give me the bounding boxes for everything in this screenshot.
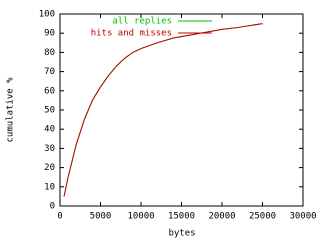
x-tick-label: 20000 [208,212,235,222]
x-axis-label: bytes [168,229,195,239]
y-tick-label: 20 [44,163,55,173]
y-tick-label: 60 [44,86,55,96]
x-tick-label: 15000 [168,212,195,222]
y-tick-label: 0 [50,202,55,212]
y-tick-label: 80 [44,48,55,58]
y-tick-label: 70 [44,67,55,77]
series-line [63,23,263,197]
y-tick-label: 40 [44,125,55,135]
x-tick-label: 10000 [127,212,154,222]
y-tick-label: 30 [44,144,55,154]
y-axis-label: cumulative % [6,77,16,143]
y-tick-label: 90 [44,29,55,39]
y-tick-label: 10 [44,182,55,192]
x-tick-label: 0 [57,212,62,222]
legend-label: hits and misses [91,29,172,39]
legend-label: all replies [112,17,172,27]
x-tick-label: 5000 [90,212,112,222]
x-tick-label: 25000 [249,212,276,222]
x-tick-label: 30000 [289,212,316,222]
y-tick-label: 50 [44,106,55,116]
y-tick-label: 100 [39,10,55,20]
